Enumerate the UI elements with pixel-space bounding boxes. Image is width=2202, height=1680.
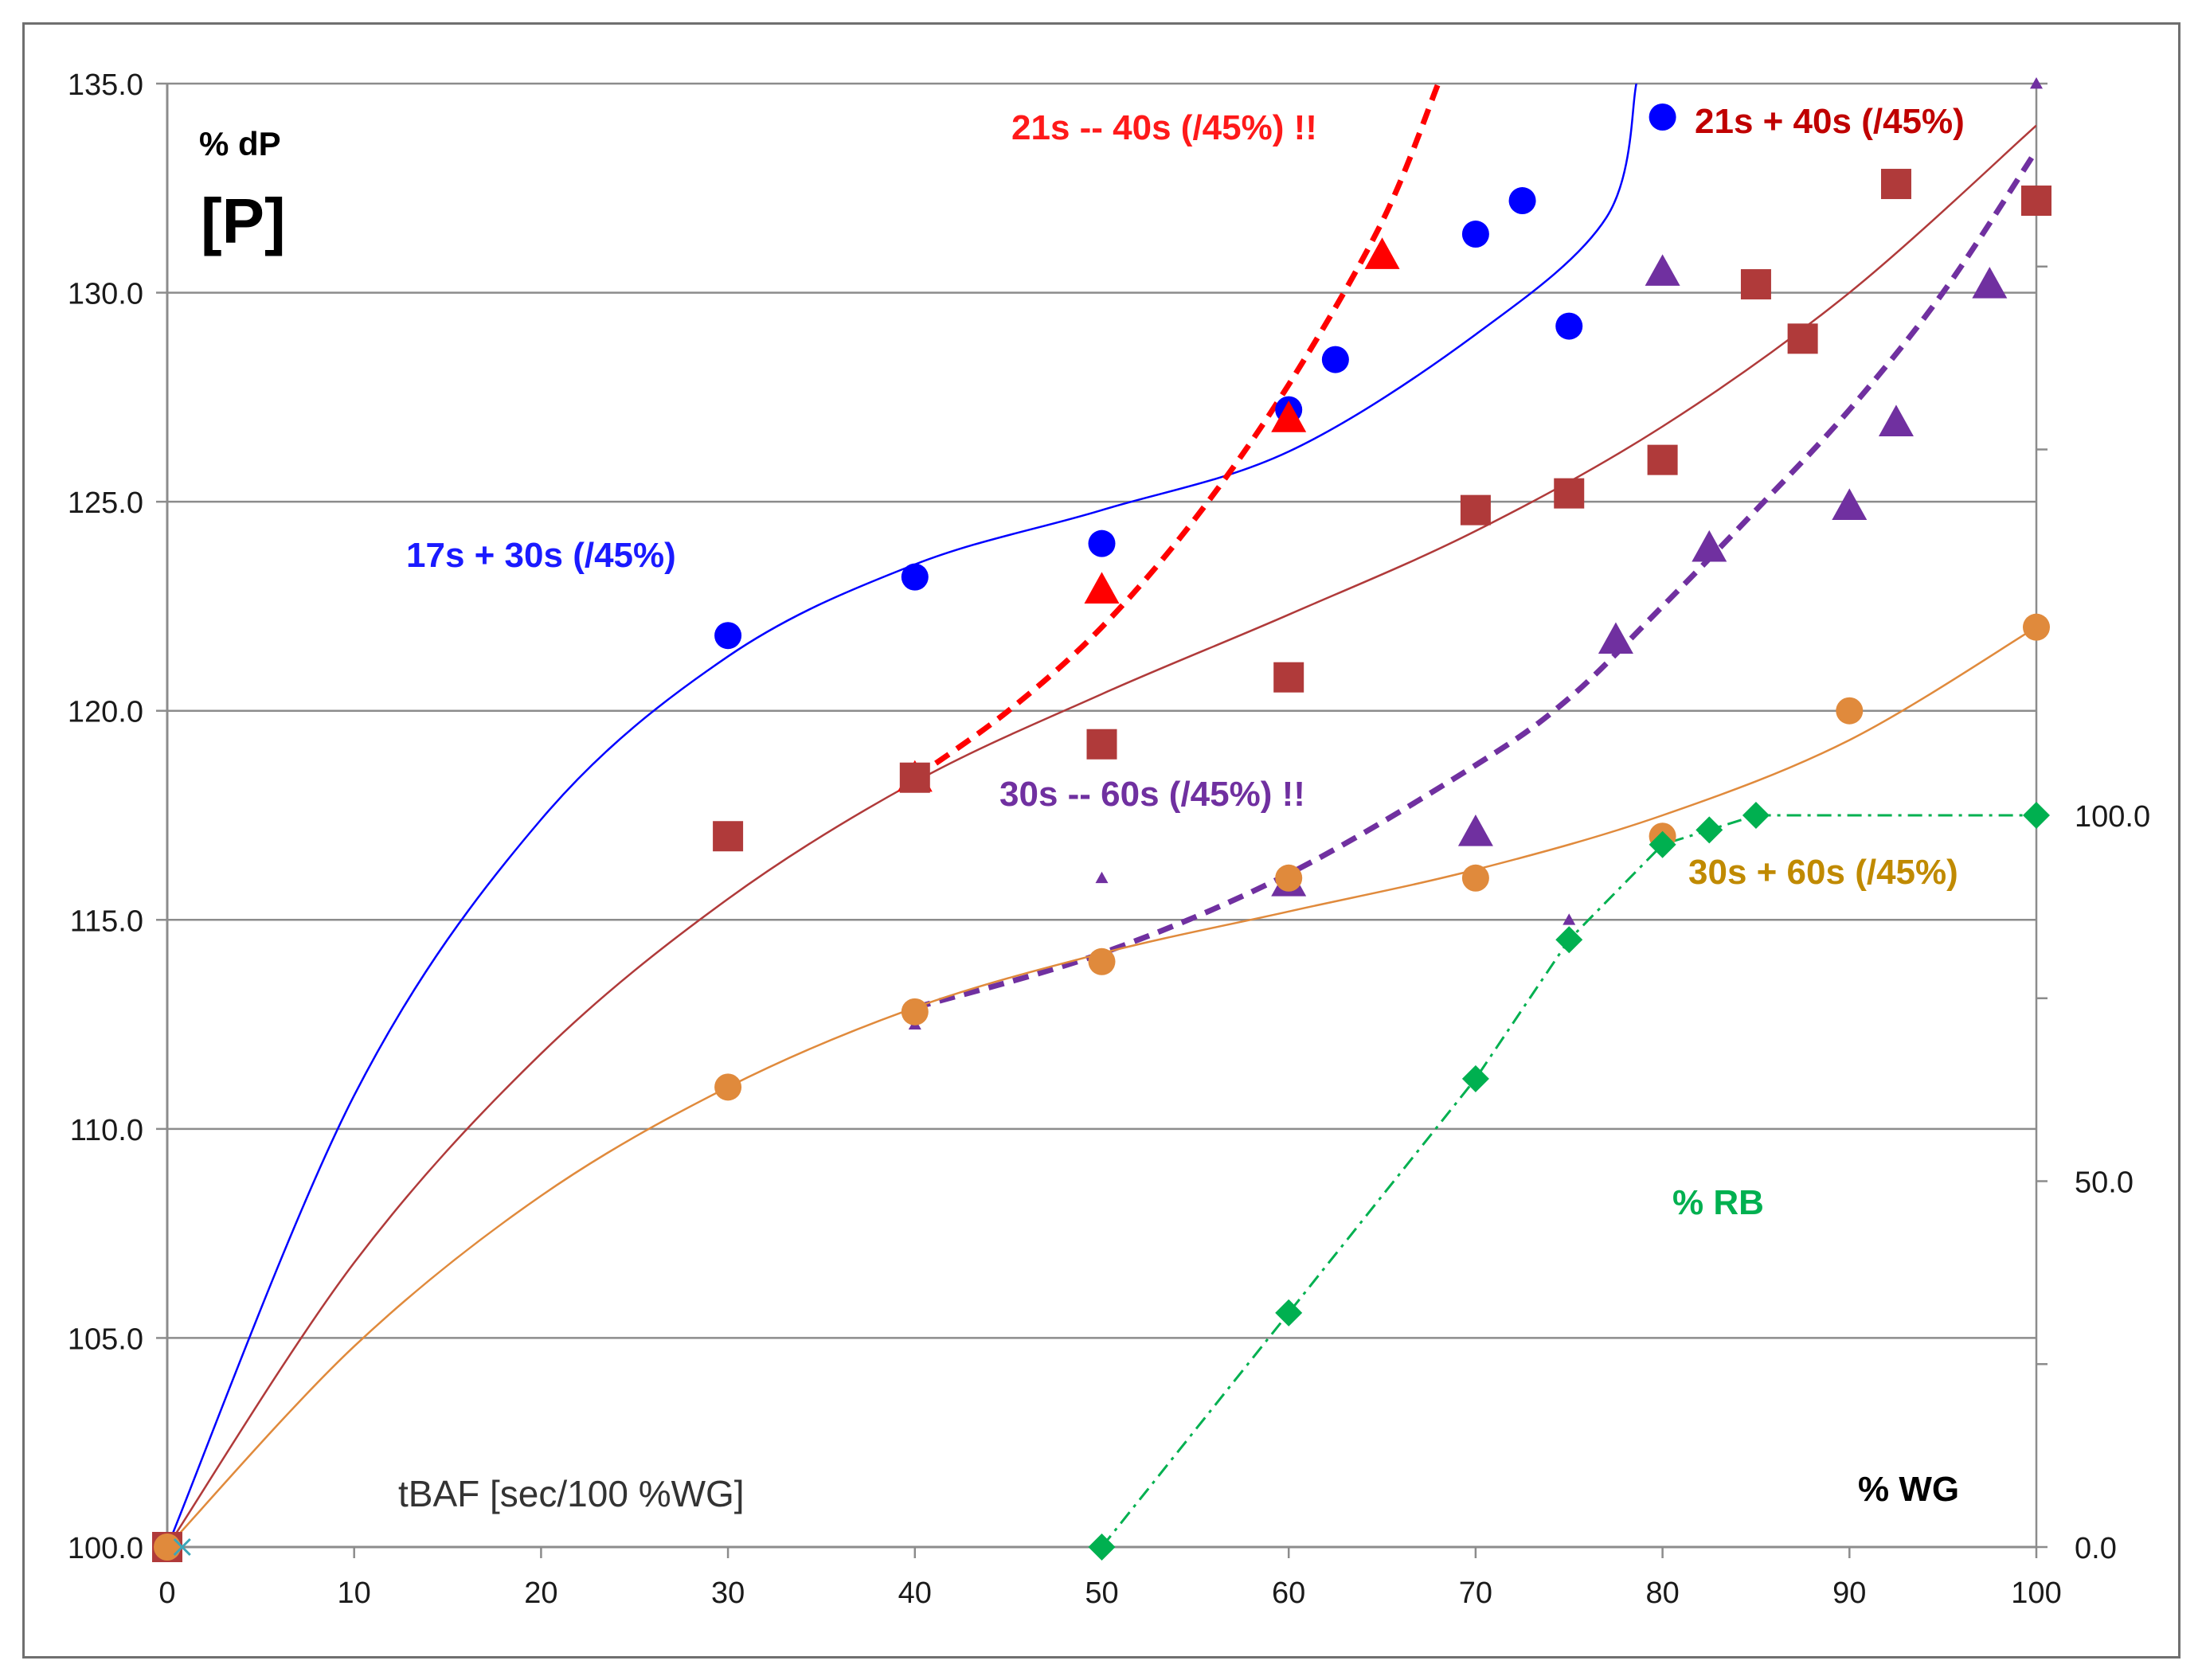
- marker-30s-60s-45: [1972, 267, 2008, 299]
- marker-30s-60s-45: [1095, 871, 1109, 884]
- y-axis-unit: [P]: [201, 186, 286, 256]
- y2-tick-label: 100.0: [2075, 800, 2150, 834]
- axes: 100.0105.0110.0115.0120.0125.0130.0135.0…: [68, 68, 2150, 1610]
- marker-rb: [1742, 802, 1770, 829]
- trend-line-rb: [1101, 814, 2036, 1548]
- series-label-rb: % RB: [1672, 1183, 1764, 1222]
- marker-rb: [1555, 926, 1583, 954]
- marker-30s-60s-45: [1692, 529, 1727, 562]
- marker-21s-40s-45: [1787, 323, 1818, 354]
- origin-cross-marker: [173, 1537, 191, 1557]
- y-tick-label: 120.0: [68, 696, 143, 729]
- series-label-21s-40s-45: 21s -- 40s (/45%) !!: [1011, 108, 1317, 147]
- y-tick-label: 135.0: [68, 68, 143, 102]
- marker-30s-60s-45: [1088, 947, 1116, 975]
- marker-21s-40s-45: [1880, 169, 1911, 200]
- marker-30s-60s-45: [154, 1533, 181, 1561]
- marker-21s-40s-45: [1647, 444, 1678, 475]
- x-tick-label: 50: [1085, 1576, 1118, 1610]
- series-label-21s-40s-45: 21s + 40s (/45%): [1695, 102, 1965, 141]
- y-tick-label: 115.0: [70, 904, 143, 938]
- marker-30s-60s-45: [2023, 613, 2050, 641]
- series-labels: 17s + 30s (/45%) 21s -- 40s (/45%) !! 21s …: [406, 102, 1965, 1222]
- marker-rb: [1088, 1533, 1116, 1561]
- marker-30s-60s-45: [1878, 404, 1914, 436]
- y-tick-label: 100.0: [68, 1532, 143, 1565]
- marker-30s-60s-45: [1645, 254, 1680, 286]
- marker-30s-60s-45: [1598, 622, 1633, 654]
- x-tick-label: 70: [1459, 1576, 1492, 1610]
- marker-21s-40s-45: [1271, 400, 1307, 432]
- marker-17s-30s-45: [1649, 104, 1676, 131]
- marker-rb: [1461, 1065, 1489, 1092]
- series-label-30s-60s-45: 30s -- 60s (/45%) !!: [999, 775, 1305, 814]
- trend-line-30s-60s-45: [913, 149, 2036, 1010]
- trend-line-21s-40s-45: [913, 84, 1441, 780]
- y-tick-label: 130.0: [68, 278, 143, 311]
- marker-21s-40s-45: [1460, 494, 1491, 525]
- trend-line-21s-40s-45: [167, 124, 2036, 1548]
- marker-17s-30s-45: [1321, 346, 1349, 373]
- marker-30s-60s-45: [901, 998, 929, 1026]
- marker-21s-40s-45: [1364, 237, 1400, 269]
- marker-30s-60s-45: [1457, 815, 1493, 846]
- x-axis-label: % WG: [1858, 1470, 1959, 1509]
- marker-17s-30s-45: [901, 563, 929, 591]
- marker-17s-30s-45: [1508, 187, 1536, 215]
- marker-30s-60s-45: [2030, 77, 2043, 89]
- marker-30s-60s-45: [1836, 697, 1864, 725]
- trend-line-30s-60s-45: [167, 626, 2036, 1548]
- marker-30s-60s-45: [1832, 488, 1868, 520]
- marker-30s-60s-45: [1563, 913, 1576, 925]
- marker-21s-40s-45: [2021, 186, 2051, 217]
- data-markers: [152, 77, 2051, 1562]
- x-axis-annotation: tBAF [sec/100 %WG]: [398, 1473, 745, 1514]
- y2-tick-label: 0.0: [2075, 1532, 2117, 1565]
- y-tick-label: 110.0: [70, 1114, 143, 1147]
- chart-frame: [22, 22, 2180, 1659]
- y-tick-label: 105.0: [68, 1323, 143, 1356]
- x-tick-label: 60: [1272, 1576, 1305, 1610]
- marker-rb: [1649, 830, 1676, 858]
- marker-21s-40s-45: [1554, 478, 1585, 509]
- marker-30s-60s-45: [1461, 864, 1489, 892]
- marker-21s-40s-45: [1086, 729, 1117, 760]
- marker-rb: [2023, 802, 2050, 829]
- x-tick-label: 0: [158, 1576, 175, 1610]
- y2-tick-label: 50.0: [2075, 1166, 2134, 1200]
- marker-21s-40s-45: [1084, 572, 1120, 604]
- marker-30s-60s-45: [1275, 864, 1303, 892]
- marker-17s-30s-45: [1088, 529, 1116, 557]
- x-tick-label: 40: [898, 1576, 932, 1610]
- x-tick-label: 90: [1832, 1576, 1866, 1610]
- marker-21s-40s-45: [1740, 269, 1771, 300]
- marker-30s-60s-45: [714, 1073, 742, 1101]
- marker-21s-40s-45: [1273, 662, 1304, 693]
- y-tick-label: 125.0: [68, 486, 143, 520]
- marker-rb: [1275, 1299, 1303, 1326]
- x-tick-label: 100: [2011, 1576, 2061, 1610]
- series-label-30s-60s-45: 30s + 60s (/45%): [1688, 853, 1958, 892]
- x-tick-label: 10: [338, 1576, 371, 1610]
- y-axis-label: % dP: [199, 125, 281, 162]
- trend-line-17s-30s-45: [167, 84, 1637, 1548]
- marker-21s-40s-45: [713, 821, 744, 852]
- marker-17s-30s-45: [1461, 221, 1489, 248]
- marker-rb: [1696, 816, 1723, 844]
- marker-21s-40s-45: [899, 762, 930, 793]
- x-tick-label: 20: [524, 1576, 557, 1610]
- series-label-17s-30s-45: 17s + 30s (/45%): [406, 536, 676, 575]
- x-tick-label: 80: [1645, 1576, 1679, 1610]
- marker-17s-30s-45: [714, 622, 742, 650]
- x-tick-label: 30: [711, 1576, 745, 1610]
- marker-17s-30s-45: [1555, 312, 1583, 340]
